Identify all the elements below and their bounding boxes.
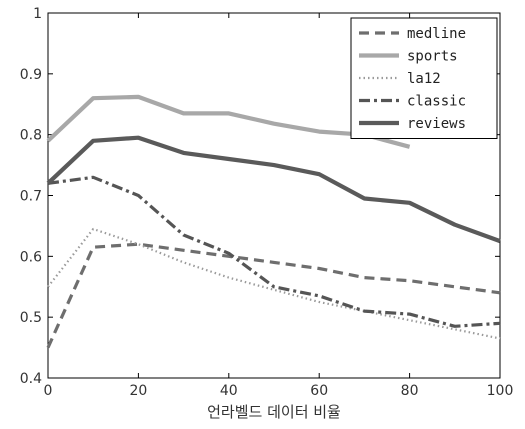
y-tick-label: 1 — [33, 6, 42, 22]
legend-label-classic: classic — [407, 94, 466, 110]
legend-label-reviews: reviews — [407, 116, 466, 132]
legend-label-la12: la12 — [407, 71, 441, 87]
x-axis: 0 20 40 60 80 100 — [44, 13, 514, 399]
legend-label-medline: medline — [407, 26, 466, 42]
x-tick-label: 80 — [401, 383, 419, 399]
x-tick-label: 0 — [44, 383, 53, 399]
series-line-reviews — [46, 135, 501, 244]
y-tick-label: 0.6 — [20, 249, 42, 265]
series-line-classic — [47, 175, 501, 328]
y-tick-label: 0.9 — [20, 67, 42, 83]
y-tick-label: 0.4 — [20, 371, 42, 387]
series-lines — [46, 94, 501, 349]
series-line-la12 — [47, 227, 501, 340]
series-line-medline — [46, 242, 501, 349]
x-tick-label: 40 — [220, 383, 238, 399]
y-tick-label: 0.7 — [20, 189, 42, 205]
y-axis: 0.4 0.5 0.6 0.7 0.8 0.9 1 — [20, 6, 500, 387]
y-tick-label: 0.5 — [20, 310, 42, 326]
x-tick-label: 20 — [129, 383, 147, 399]
x-axis-label: 언라벨드 데이터 비율 — [207, 403, 341, 421]
legend: medline sports la12 classic reviews — [350, 17, 498, 139]
series-line-sports — [46, 94, 411, 149]
y-tick-label: 0.8 — [20, 128, 42, 144]
legend-label-sports: sports — [407, 49, 458, 65]
x-tick-label: 100 — [487, 383, 514, 399]
x-tick-label: 60 — [310, 383, 328, 399]
legend-box — [350, 17, 498, 139]
